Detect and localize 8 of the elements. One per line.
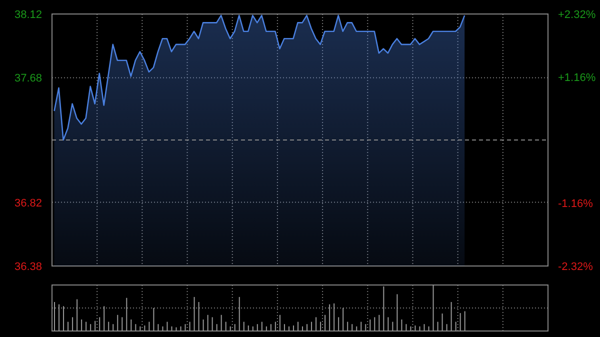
y-tick-label: 38.12 xyxy=(14,9,42,21)
y2-tick-label: +1.16% xyxy=(558,72,596,84)
y-tick-label: 36.82 xyxy=(14,197,42,210)
y2-tick-label: -1.16% xyxy=(558,198,594,210)
y-tick-label: 36.38 xyxy=(14,261,42,273)
y2-tick-label: +2.32% xyxy=(558,9,596,21)
y-tick-label: 37.68 xyxy=(14,72,42,85)
y2-tick-label: -2.32% xyxy=(558,261,594,273)
